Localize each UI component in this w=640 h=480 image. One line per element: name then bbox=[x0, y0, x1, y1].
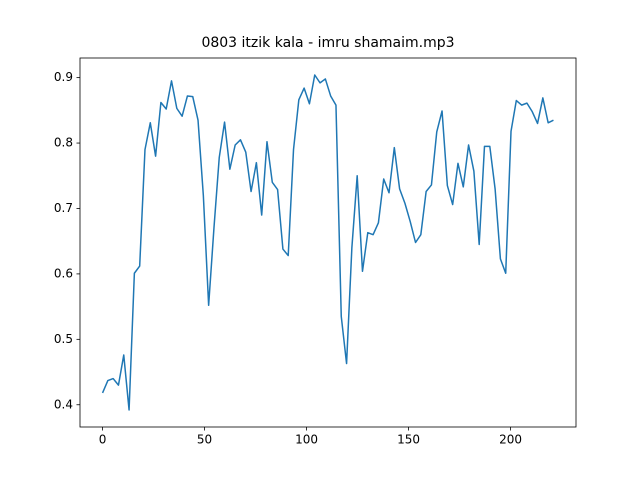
plot-frame bbox=[79, 57, 577, 428]
x-tick-label: 50 bbox=[197, 433, 212, 447]
y-tick-label: 0.9 bbox=[54, 70, 73, 84]
y-tick-label: 0.4 bbox=[54, 397, 73, 411]
y-tick-label: 0.8 bbox=[54, 136, 73, 150]
x-tick-label: 0 bbox=[99, 433, 107, 447]
y-tick-label: 0.7 bbox=[54, 201, 73, 215]
chart-title: 0803 itzik kala - imru shamaim.mp3 bbox=[201, 35, 454, 51]
y-tick-label: 0.5 bbox=[54, 332, 73, 346]
x-tick-label: 100 bbox=[295, 433, 318, 447]
x-tick-label: 200 bbox=[499, 433, 522, 447]
y-tick-label: 0.6 bbox=[54, 266, 73, 280]
x-tick-label: 150 bbox=[397, 433, 420, 447]
data-line bbox=[101, 74, 554, 411]
